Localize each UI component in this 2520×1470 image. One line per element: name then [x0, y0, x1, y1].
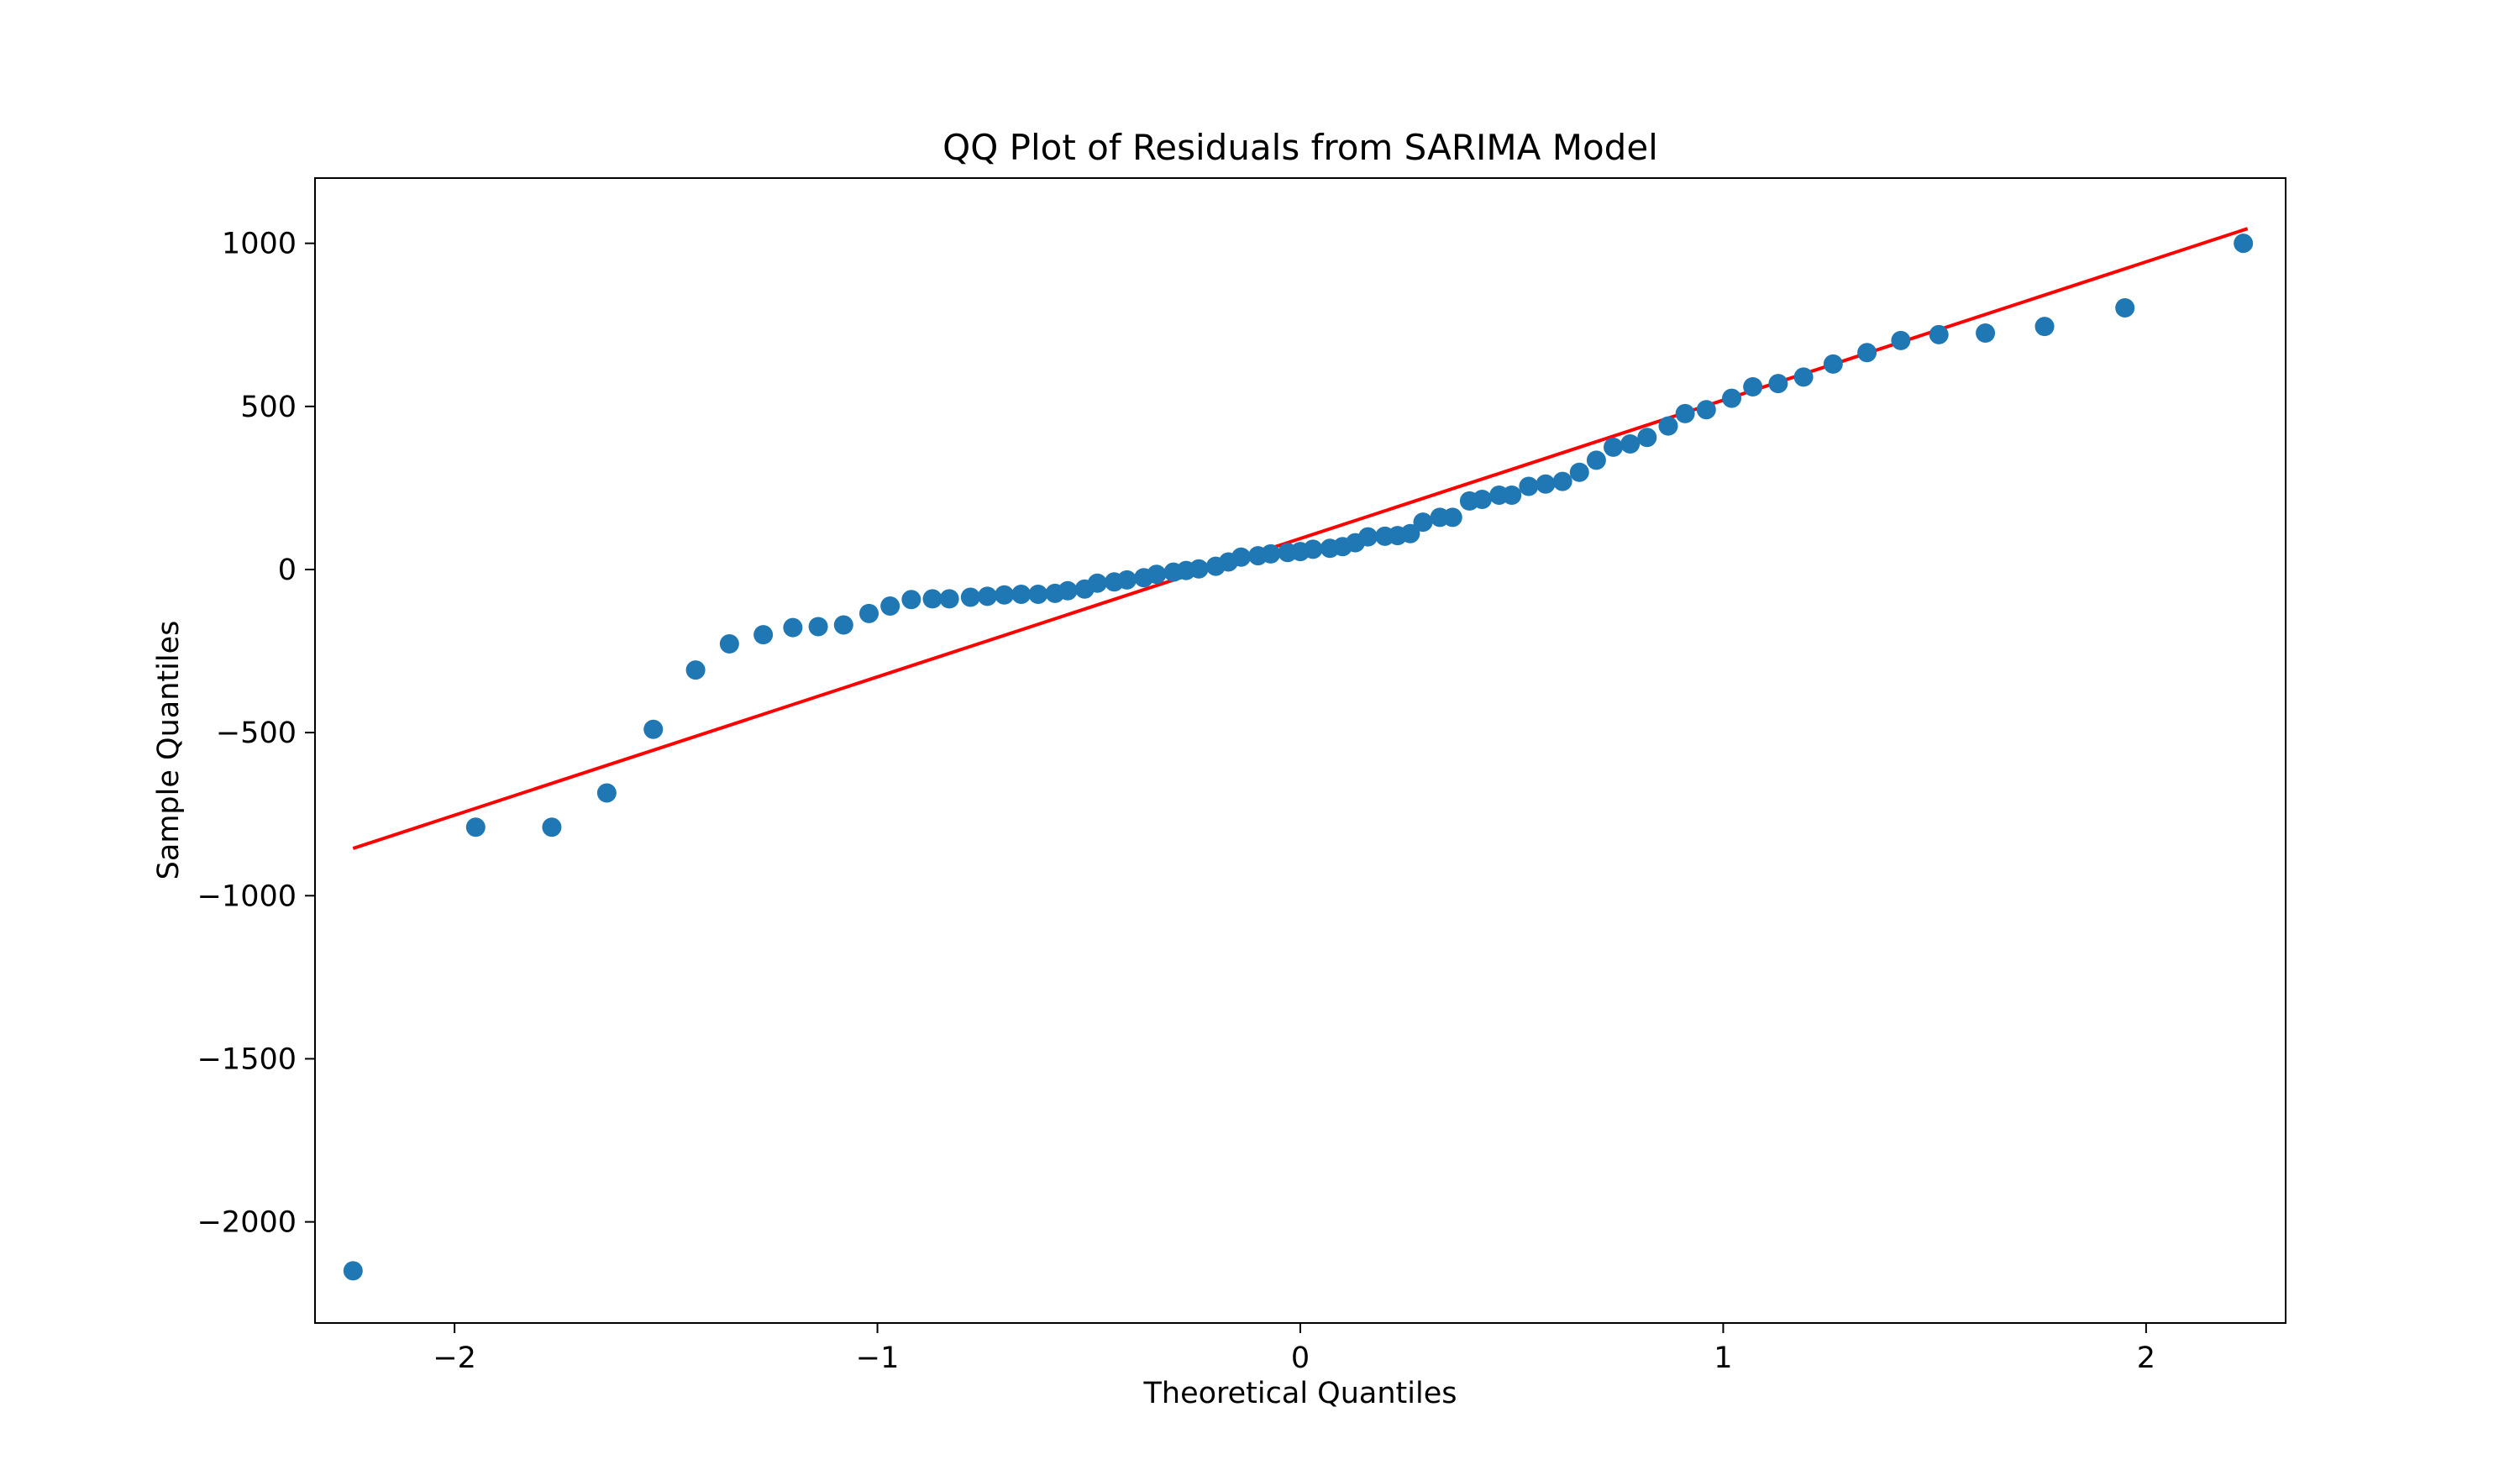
data-point: [1569, 462, 1589, 482]
data-point: [719, 634, 739, 654]
data-point: [1413, 512, 1433, 533]
data-point: [1675, 403, 1695, 423]
data-point: [1472, 489, 1492, 509]
data-point: [1604, 437, 1624, 457]
data-point: [833, 615, 853, 635]
data-point: [783, 617, 803, 638]
y-tick-label: −500: [216, 717, 297, 750]
data-point: [343, 1261, 363, 1281]
data-point: [1637, 428, 1657, 448]
data-point: [1261, 543, 1281, 564]
data-point: [995, 585, 1015, 605]
data-point: [596, 783, 617, 803]
data-point: [1519, 476, 1539, 496]
data-point: [1586, 450, 1606, 470]
data-point: [1768, 374, 1788, 394]
data-point: [1028, 584, 1048, 604]
data-point: [1058, 580, 1078, 601]
x-axis-ticks: −2 −1 0 1 2: [433, 1323, 2155, 1375]
chart-title: QQ Plot of Residuals from SARIMA Model: [942, 127, 1658, 168]
data-point: [922, 589, 942, 609]
data-points-layer: [343, 234, 2254, 1281]
data-point: [1620, 433, 1641, 454]
data-point: [1147, 564, 1167, 585]
data-point: [1743, 377, 1763, 397]
data-point: [1502, 485, 1522, 505]
data-point: [960, 587, 980, 607]
data-point: [542, 817, 562, 837]
data-point: [1231, 547, 1252, 567]
y-tick-label: −2000: [197, 1206, 297, 1240]
data-point: [2115, 298, 2135, 318]
data-point: [1358, 527, 1378, 547]
x-tick-label: 0: [1291, 1341, 1310, 1375]
data-point: [808, 617, 828, 637]
data-point: [880, 596, 900, 616]
data-point: [1823, 354, 1843, 374]
data-point: [1696, 400, 1716, 420]
data-point: [1117, 570, 1137, 590]
data-point: [2234, 234, 2254, 254]
data-point: [1857, 343, 1877, 363]
x-tick-label: −2: [433, 1341, 476, 1375]
y-tick-label: 0: [278, 554, 297, 587]
y-axis-label: Sample Quantiles: [152, 621, 186, 880]
data-point: [1011, 584, 1032, 604]
x-tick-label: 1: [1714, 1341, 1732, 1375]
data-point: [2034, 317, 2055, 337]
y-axis-ticks: 1000 500 0 −500 −1000 −1500 −2000: [197, 228, 315, 1240]
data-point: [1658, 416, 1678, 436]
data-point: [1536, 474, 1556, 494]
data-point: [1442, 507, 1462, 528]
data-point: [858, 603, 879, 623]
x-tick-label: −1: [856, 1341, 900, 1375]
data-point: [1891, 330, 1911, 350]
y-tick-label: 1000: [222, 228, 297, 261]
data-point: [1303, 539, 1323, 559]
data-point: [1793, 367, 1814, 387]
data-point: [1552, 471, 1572, 491]
data-point: [643, 719, 664, 739]
data-point: [1189, 559, 1209, 579]
x-tick-label: 2: [2137, 1341, 2155, 1375]
y-tick-label: −1500: [197, 1042, 297, 1076]
data-point: [1400, 523, 1420, 543]
y-tick-label: −1000: [197, 879, 297, 913]
data-point: [685, 660, 706, 680]
data-point: [901, 590, 921, 610]
data-point: [753, 625, 774, 645]
data-point: [1929, 324, 1949, 344]
data-point: [465, 817, 486, 837]
data-point: [1087, 573, 1107, 593]
y-tick-label: 500: [240, 391, 297, 424]
data-point: [1722, 388, 1742, 408]
data-point: [977, 586, 997, 606]
x-axis-label: Theoretical Quantiles: [1143, 1377, 1457, 1410]
data-point: [939, 589, 959, 609]
data-point: [1976, 323, 1996, 343]
